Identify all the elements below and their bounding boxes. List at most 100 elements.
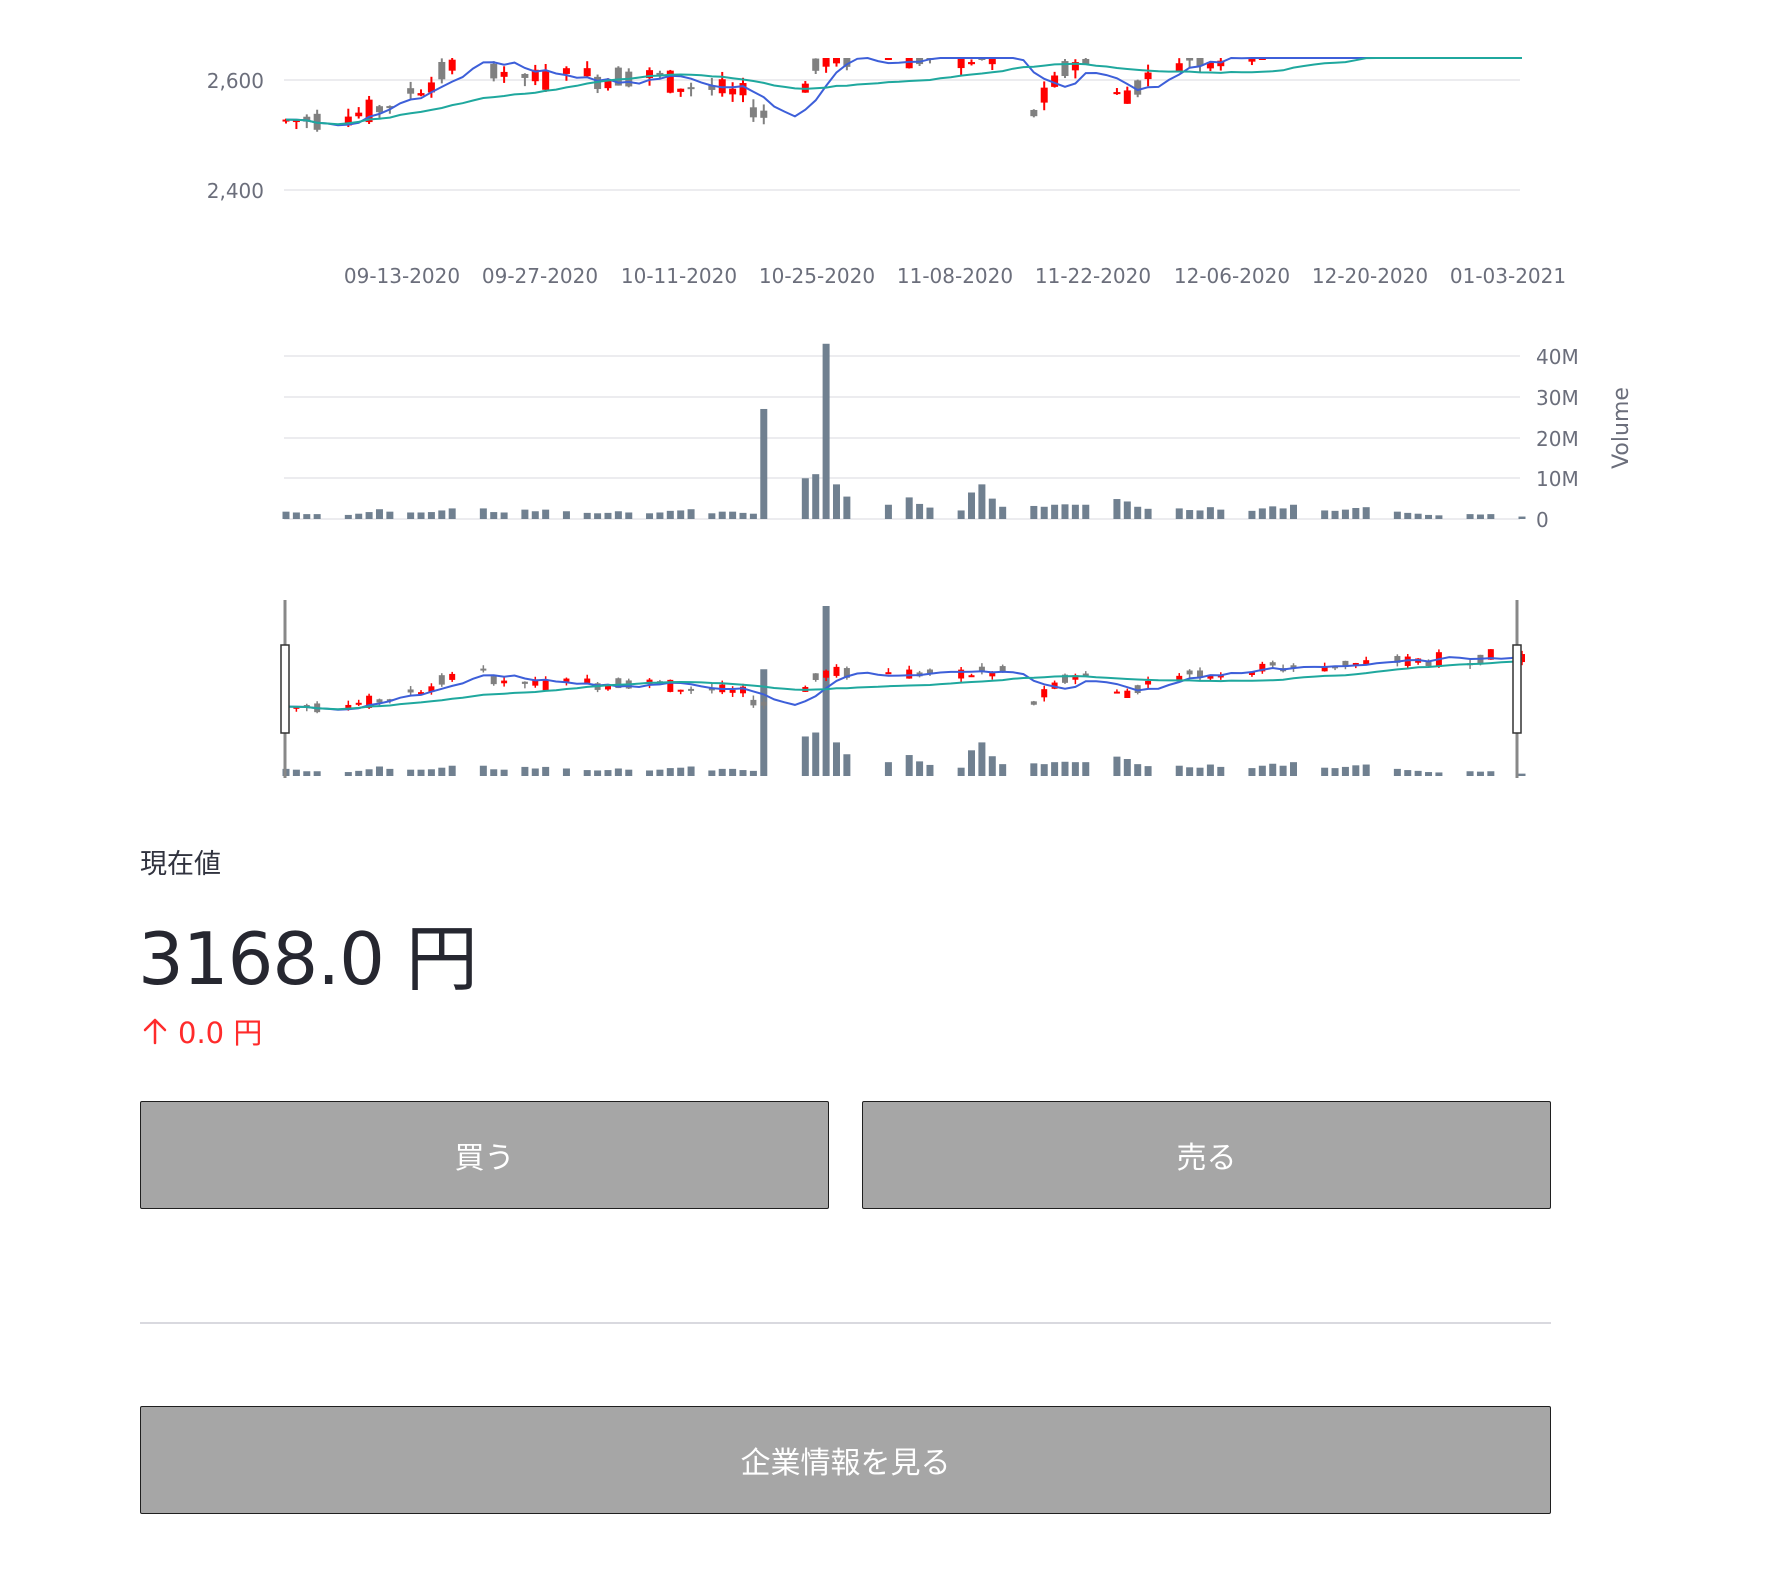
x-tick-label: 12-06-2020: [1174, 264, 1290, 288]
candle-body: [438, 61, 446, 80]
volume-bar: [1134, 506, 1142, 519]
range-selector-candle: [1248, 671, 1255, 675]
volume-bar: [594, 513, 602, 519]
candle-body: [1113, 92, 1121, 95]
range-handle-left[interactable]: [280, 644, 290, 734]
volume-bar: [1186, 510, 1194, 519]
range-selector-bar: [1518, 773, 1526, 776]
candle-body: [427, 82, 435, 93]
range-selector-bar: [1206, 764, 1214, 776]
candle-body: [1071, 62, 1079, 71]
range-selector-bar: [1175, 765, 1183, 776]
company-info-button[interactable]: 企業情報を見る: [140, 1406, 1551, 1514]
volume-bar: [386, 511, 394, 519]
range-selector-bar: [427, 769, 435, 776]
range-selector-candle: [1145, 680, 1152, 685]
range-selector-candle: [428, 686, 435, 692]
range-selector-candle: [1269, 662, 1276, 666]
volume-grid: [284, 355, 1520, 520]
volume-bar: [625, 512, 633, 519]
volume-bar: [1040, 506, 1048, 519]
volume-bar: [677, 510, 685, 519]
range-selector-bar: [1331, 768, 1339, 776]
range-selector-candle: [542, 680, 549, 691]
candle-body: [1051, 75, 1059, 87]
range-selector-bar: [1071, 762, 1079, 776]
candle-body: [988, 58, 996, 65]
y-tick-label: 10M: [1536, 467, 1579, 491]
range-selector-candle: [1352, 662, 1359, 665]
volume-bar: [1248, 510, 1256, 519]
volume-bar: [801, 478, 809, 519]
candle-body: [292, 120, 300, 123]
range-selector-bar: [1144, 766, 1152, 776]
range-selector-bar: [1466, 771, 1474, 776]
volume-bar: [427, 512, 435, 519]
candle-body: [375, 106, 383, 113]
range-selector-bar: [1082, 762, 1090, 776]
range-selector-bar: [988, 756, 996, 776]
range-selector-bar: [708, 770, 716, 776]
candle-body: [718, 79, 726, 94]
range-selector-bar: [1269, 763, 1277, 776]
range-selector-bar: [355, 770, 363, 776]
range-selector-bar: [562, 768, 570, 776]
range-selector-bar: [843, 754, 851, 776]
volume-bar: [365, 512, 373, 519]
candle-body: [646, 70, 654, 79]
candle-body: [968, 62, 976, 65]
range-selector-bar: [1404, 770, 1412, 776]
candle-body: [677, 88, 685, 92]
range-selector-bar: [1362, 764, 1370, 776]
volume-bar: [1269, 506, 1277, 519]
range-selector-candle: [604, 685, 611, 690]
range-selector-candle: [563, 678, 570, 682]
range-handle-right[interactable]: [1512, 644, 1522, 734]
range-selector-candle: [1134, 685, 1141, 694]
volume-bar: [479, 508, 487, 519]
volume-bar: [614, 511, 622, 519]
buy-button[interactable]: 買う: [140, 1101, 829, 1209]
range-selector-bar: [739, 770, 747, 776]
volume-bar: [1518, 516, 1526, 519]
y-tick-label: 2,400: [207, 179, 264, 203]
range-selector-candle: [1113, 691, 1120, 694]
candle-body: [1175, 63, 1183, 72]
x-tick-label: 12-20-2020: [1312, 264, 1428, 288]
stock-charts: 2,600 2,400 09-13-2020 09-27-2020 10-11-…: [207, 56, 1635, 778]
sell-button[interactable]: 売る: [862, 1101, 1551, 1209]
volume-bar: [999, 506, 1007, 519]
range-selector-volume-bars: [282, 606, 1526, 776]
range-selector-bar: [646, 770, 654, 776]
range-selector-bar: [1352, 765, 1360, 776]
range-selector-candle: [521, 681, 528, 684]
candlestick-chart[interactable]: 2,600 2,400 09-13-2020 09-27-2020 10-11-…: [207, 56, 1566, 288]
volume-bar: [1352, 507, 1360, 519]
candle-body: [490, 63, 498, 79]
candle-body: [729, 88, 737, 95]
range-selector-candle: [1425, 661, 1432, 667]
range-selector-candle: [449, 673, 456, 680]
range-selector-bar: [594, 770, 602, 776]
volume-bar: [542, 509, 550, 519]
range-selector-bar: [916, 761, 924, 776]
volume-bar: [1435, 515, 1443, 519]
range-selector[interactable]: [280, 600, 1526, 778]
range-selector-bar: [375, 766, 383, 776]
volume-bar: [1289, 504, 1297, 519]
volume-bar: [884, 504, 892, 519]
range-selector-candle: [812, 673, 819, 680]
volume-bar: [1061, 504, 1069, 519]
volume-bar: [687, 509, 695, 519]
range-selector-candle: [958, 669, 965, 679]
range-selector-bar: [656, 769, 664, 776]
volume-bar: [303, 514, 311, 519]
volume-bar: [708, 513, 716, 519]
volume-bar: [1425, 514, 1433, 519]
range-selector-candle: [345, 704, 352, 710]
volume-chart[interactable]: 40M 30M 20M 10M 0 Volume: [282, 343, 1635, 532]
candle-body: [749, 107, 757, 118]
range-selector-candle: [688, 688, 695, 691]
volume-bar: [1321, 510, 1329, 519]
volume-bar: [1476, 514, 1484, 519]
